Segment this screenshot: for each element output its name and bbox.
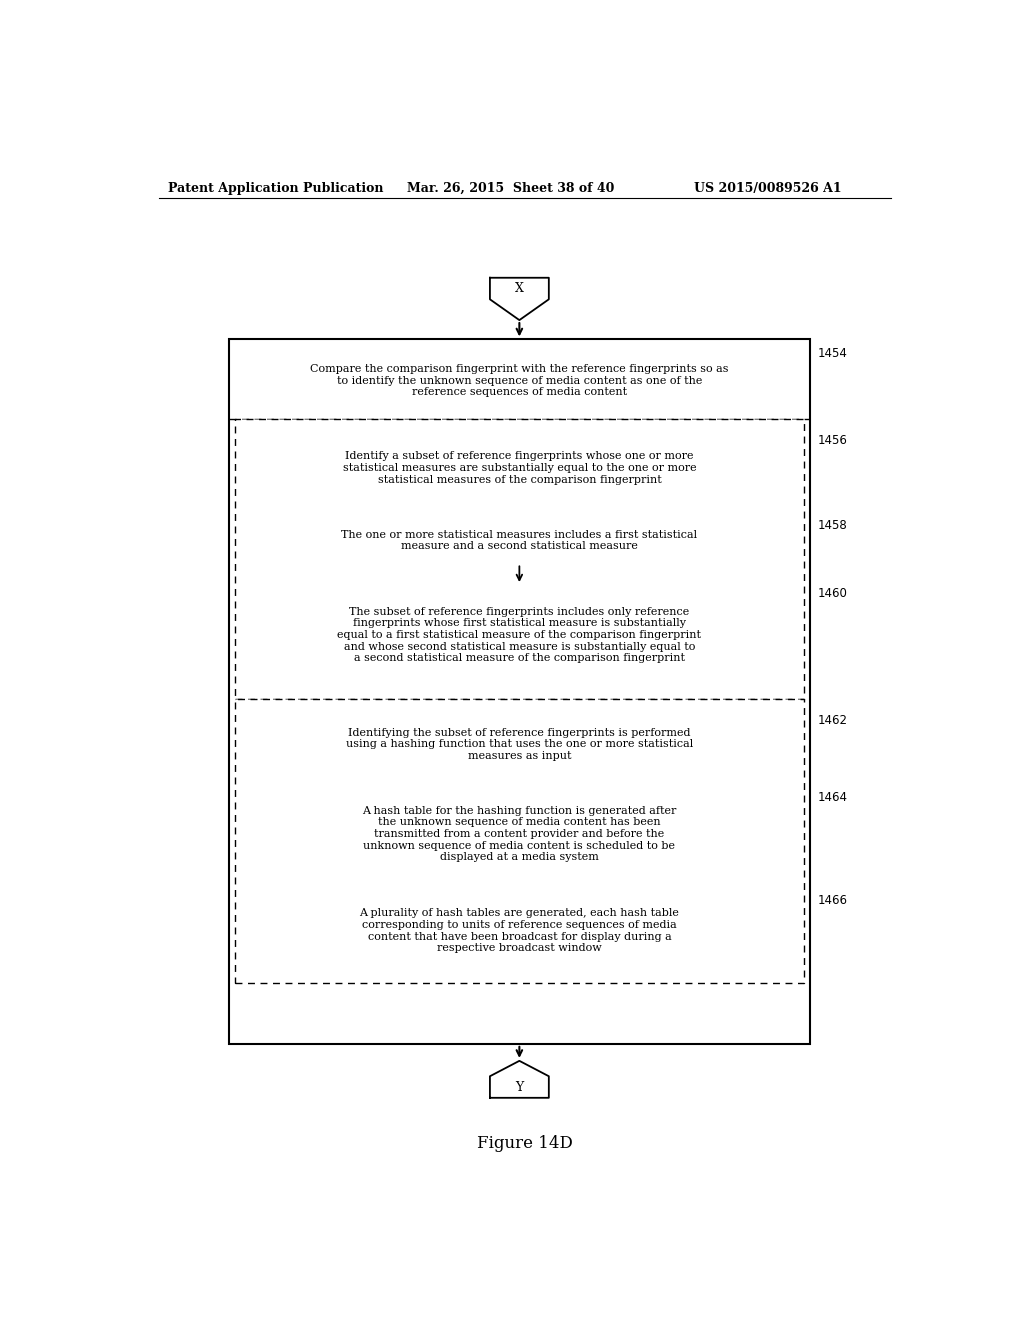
- Bar: [234, 700, 804, 983]
- Bar: [261, 789, 777, 878]
- Text: X: X: [515, 282, 524, 296]
- Text: Figure 14D: Figure 14D: [477, 1135, 572, 1151]
- Text: Identifying the subset of reference fingerprints is performed
using a hashing fu: Identifying the subset of reference fing…: [346, 727, 693, 760]
- Polygon shape: [489, 277, 549, 321]
- Text: The one or more statistical measures includes a first statistical
measure and a : The one or more statistical measures inc…: [341, 529, 697, 552]
- Bar: [246, 713, 793, 776]
- Text: 1460: 1460: [818, 586, 848, 599]
- Text: Compare the comparison fingerprint with the reference fingerprints so as
to iden: Compare the comparison fingerprint with …: [310, 364, 729, 397]
- Polygon shape: [489, 1061, 549, 1098]
- Text: 1464: 1464: [818, 791, 848, 804]
- Text: 1462: 1462: [818, 714, 848, 727]
- Bar: [261, 585, 777, 685]
- Text: The subset of reference fingerprints includes only reference
fingerprints whose : The subset of reference fingerprints inc…: [337, 607, 701, 663]
- Bar: [261, 517, 777, 564]
- Text: 1456: 1456: [818, 434, 848, 447]
- Bar: [228, 339, 810, 1044]
- Text: Patent Application Publication: Patent Application Publication: [168, 182, 384, 194]
- Text: 1466: 1466: [818, 894, 848, 907]
- Text: A plurality of hash tables are generated, each hash table
corresponding to units: A plurality of hash tables are generated…: [359, 908, 679, 953]
- Text: US 2015/0089526 A1: US 2015/0089526 A1: [693, 182, 842, 194]
- Text: Y: Y: [515, 1081, 523, 1093]
- Text: 1454: 1454: [818, 347, 848, 360]
- Bar: [234, 418, 804, 700]
- Text: Identify a subset of reference fingerprints whose one or more
statistical measur: Identify a subset of reference fingerpri…: [343, 451, 696, 484]
- Text: 1458: 1458: [818, 519, 848, 532]
- Text: A hash table for the hashing function is generated after
the unknown sequence of: A hash table for the hashing function is…: [362, 807, 677, 862]
- Text: Mar. 26, 2015  Sheet 38 of 40: Mar. 26, 2015 Sheet 38 of 40: [407, 182, 614, 194]
- Bar: [261, 892, 777, 969]
- Bar: [246, 433, 793, 503]
